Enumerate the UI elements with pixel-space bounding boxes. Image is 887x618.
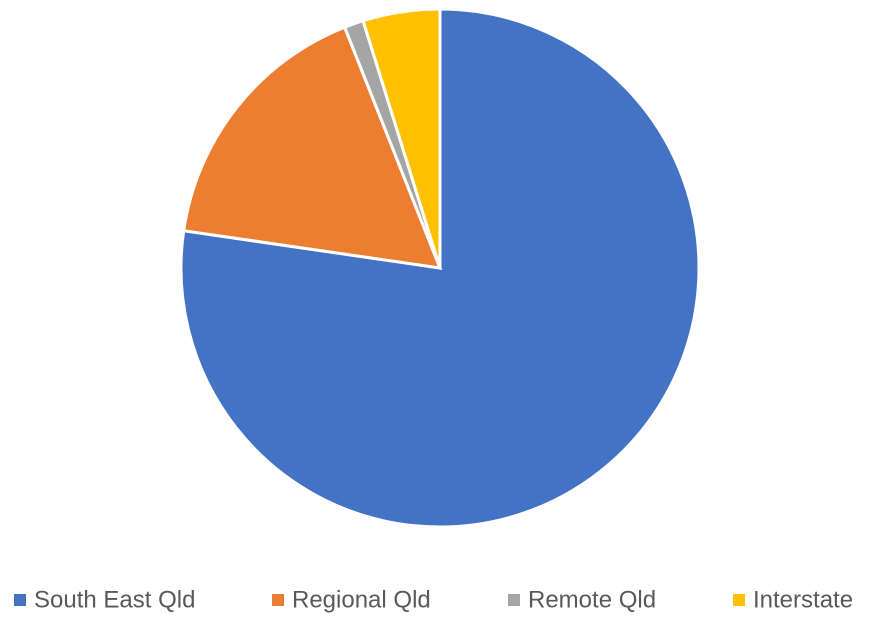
pie-slice	[181, 25, 443, 270]
pie-slice	[361, 7, 442, 269]
legend-label: Regional Qld	[292, 586, 431, 613]
legend-swatch	[272, 594, 284, 606]
legend-swatch	[14, 594, 26, 606]
legend-label: Interstate	[753, 586, 853, 613]
legend-swatch	[733, 594, 745, 606]
legend-label: South East Qld	[34, 586, 195, 613]
legend-label: Remote Qld	[528, 586, 656, 613]
pie-slice	[179, 7, 701, 529]
legend-swatch	[508, 594, 520, 606]
